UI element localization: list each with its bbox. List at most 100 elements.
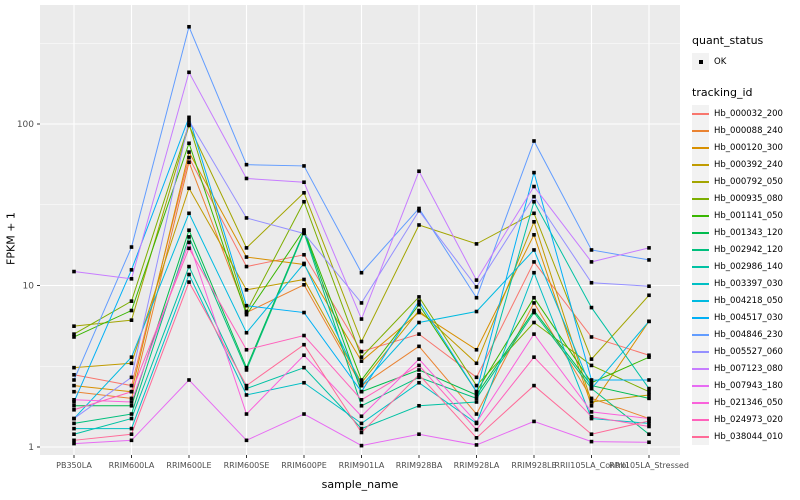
data-point[interactable] [532, 233, 536, 237]
legend-item-Hb_004846_230[interactable]: Hb_004846_230 [692, 326, 800, 343]
data-point[interactable] [474, 383, 479, 388]
data-point[interactable] [532, 308, 536, 313]
legend-item-Hb_024973_020[interactable]: Hb_024973_020 [692, 411, 800, 428]
data-point[interactable] [72, 365, 76, 370]
data-point[interactable] [474, 347, 479, 352]
data-point[interactable] [589, 403, 594, 408]
data-point[interactable] [474, 412, 479, 416]
data-point[interactable] [474, 400, 479, 404]
data-point[interactable] [129, 245, 134, 249]
data-point[interactable] [532, 320, 536, 325]
data-point[interactable] [647, 258, 651, 262]
data-point[interactable] [359, 421, 364, 426]
data-point[interactable] [647, 319, 651, 324]
data-point[interactable] [187, 240, 191, 245]
legend-item-Hb_000392_240[interactable]: Hb_000392_240 [692, 156, 800, 173]
data-point[interactable] [417, 206, 421, 211]
data-point[interactable] [244, 303, 249, 308]
data-point[interactable] [589, 439, 594, 444]
data-point[interactable] [187, 160, 191, 165]
data-point[interactable] [359, 317, 364, 321]
data-point[interactable] [129, 361, 134, 366]
data-point[interactable] [647, 396, 651, 401]
data-point[interactable] [359, 414, 364, 419]
data-point[interactable] [532, 270, 536, 275]
data-point[interactable] [532, 248, 536, 252]
data-point[interactable] [474, 375, 479, 380]
data-point[interactable] [417, 308, 421, 313]
data-point[interactable] [417, 332, 421, 336]
data-point[interactable] [647, 424, 651, 429]
data-point[interactable] [474, 427, 479, 432]
data-point[interactable] [417, 368, 421, 372]
data-point[interactable] [532, 332, 536, 336]
data-point[interactable] [417, 344, 421, 349]
data-point[interactable] [302, 380, 306, 385]
data-point[interactable] [474, 393, 479, 397]
data-point[interactable] [302, 333, 306, 338]
data-point[interactable] [532, 194, 536, 199]
data-point[interactable] [72, 383, 76, 388]
data-point[interactable] [589, 378, 594, 382]
data-point[interactable] [647, 393, 651, 397]
data-point[interactable] [302, 310, 306, 315]
data-point[interactable] [72, 400, 76, 404]
data-point[interactable] [129, 277, 134, 281]
data-point[interactable] [417, 357, 421, 361]
data-point[interactable] [302, 283, 306, 287]
legend-item-Hb_002986_140[interactable]: Hb_002986_140 [692, 258, 800, 275]
data-point[interactable] [647, 419, 651, 423]
data-point[interactable] [417, 380, 421, 385]
data-point[interactable] [129, 403, 134, 408]
data-point[interactable] [244, 438, 249, 443]
legend-item-Hb_007943_180[interactable]: Hb_007943_180 [692, 377, 800, 394]
data-point[interactable] [417, 363, 421, 368]
data-point[interactable] [187, 122, 191, 126]
legend-item-Hb_004517_030[interactable]: Hb_004517_030 [692, 309, 800, 326]
data-point[interactable] [647, 440, 651, 445]
data-point[interactable] [589, 363, 594, 368]
data-point[interactable] [244, 386, 249, 391]
data-point[interactable] [589, 260, 594, 264]
data-point[interactable] [129, 355, 134, 359]
data-point[interactable] [187, 141, 191, 146]
legend-item-Hb_000032_200[interactable]: Hb_000032_200 [692, 105, 800, 122]
data-point[interactable] [589, 414, 594, 419]
data-point[interactable] [647, 421, 651, 426]
data-point[interactable] [72, 407, 76, 412]
data-point[interactable] [129, 426, 134, 431]
data-point[interactable] [72, 426, 76, 431]
data-point[interactable] [244, 312, 249, 317]
data-point[interactable] [72, 403, 76, 408]
data-point[interactable] [359, 403, 364, 408]
data-point[interactable] [647, 293, 651, 298]
data-point[interactable] [359, 383, 364, 388]
data-point[interactable] [187, 211, 191, 216]
data-point[interactable] [474, 436, 479, 440]
data-point[interactable] [302, 231, 306, 236]
legend-item-Hb_000792_050[interactable]: Hb_000792_050 [692, 173, 800, 190]
legend-item-Hb_007123_080[interactable]: Hb_007123_080 [692, 360, 800, 377]
data-point[interactable] [417, 209, 421, 213]
legend-item-Hb_001343_120[interactable]: Hb_001343_120 [692, 224, 800, 241]
data-point[interactable] [589, 386, 594, 391]
data-point[interactable] [302, 277, 306, 282]
data-point[interactable] [359, 359, 364, 363]
data-point[interactable] [187, 235, 191, 239]
data-point[interactable] [532, 301, 536, 305]
data-point[interactable] [647, 378, 651, 382]
data-point[interactable] [589, 396, 594, 401]
data-point[interactable] [647, 416, 651, 421]
data-point[interactable] [359, 443, 364, 448]
data-point[interactable] [72, 441, 76, 446]
data-point[interactable] [417, 320, 421, 325]
data-point[interactable] [244, 330, 249, 335]
data-point[interactable] [244, 365, 249, 370]
data-point[interactable] [589, 432, 594, 437]
data-point[interactable] [129, 416, 134, 421]
data-point[interactable] [129, 299, 134, 303]
data-point[interactable] [129, 396, 134, 401]
data-point[interactable] [72, 389, 76, 394]
data-point[interactable] [417, 372, 421, 377]
data-point[interactable] [359, 398, 364, 402]
